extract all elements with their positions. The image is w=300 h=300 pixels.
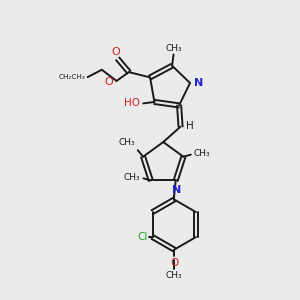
Text: CH₂CH₃: CH₂CH₃ — [58, 74, 85, 80]
Text: O: O — [105, 76, 114, 86]
Text: N: N — [194, 78, 203, 88]
Text: CH₃: CH₃ — [165, 44, 182, 53]
Text: H: H — [186, 121, 194, 131]
Text: CH₃: CH₃ — [118, 138, 135, 147]
Text: O: O — [170, 257, 178, 268]
Text: CH₃: CH₃ — [194, 149, 210, 158]
Text: CH₃: CH₃ — [166, 271, 183, 280]
Text: CH₃: CH₃ — [124, 173, 140, 182]
Text: O: O — [112, 47, 121, 57]
Text: Cl: Cl — [137, 232, 147, 242]
Text: HO: HO — [124, 98, 140, 108]
Text: N: N — [172, 185, 181, 195]
